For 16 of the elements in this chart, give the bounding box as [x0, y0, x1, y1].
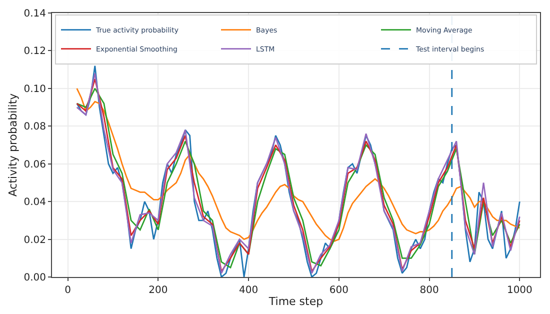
y-axis-title: Activity probability	[6, 92, 20, 197]
x-tick-label: 1000	[506, 285, 532, 296]
y-tick-label: 0.02	[24, 234, 46, 246]
x-tick-label: 400	[239, 285, 258, 296]
y-tick-label: 0.08	[24, 122, 46, 133]
y-tick-label: 0.06	[24, 159, 46, 170]
x-tick-label: 800	[420, 285, 439, 296]
y-tick-label: 0.12	[24, 46, 46, 58]
y-tick-label: 0.14	[24, 8, 46, 20]
x-axis-title: Time step	[268, 295, 324, 308]
y-tick-label: 0.00	[24, 272, 46, 284]
x-tick-label: 200	[148, 285, 168, 296]
y-tick-label: 0.10	[24, 84, 46, 95]
y-tick-label: 0.04	[24, 197, 46, 208]
x-tick-label: 600	[329, 285, 348, 296]
x-tick-label: 0	[64, 285, 71, 296]
